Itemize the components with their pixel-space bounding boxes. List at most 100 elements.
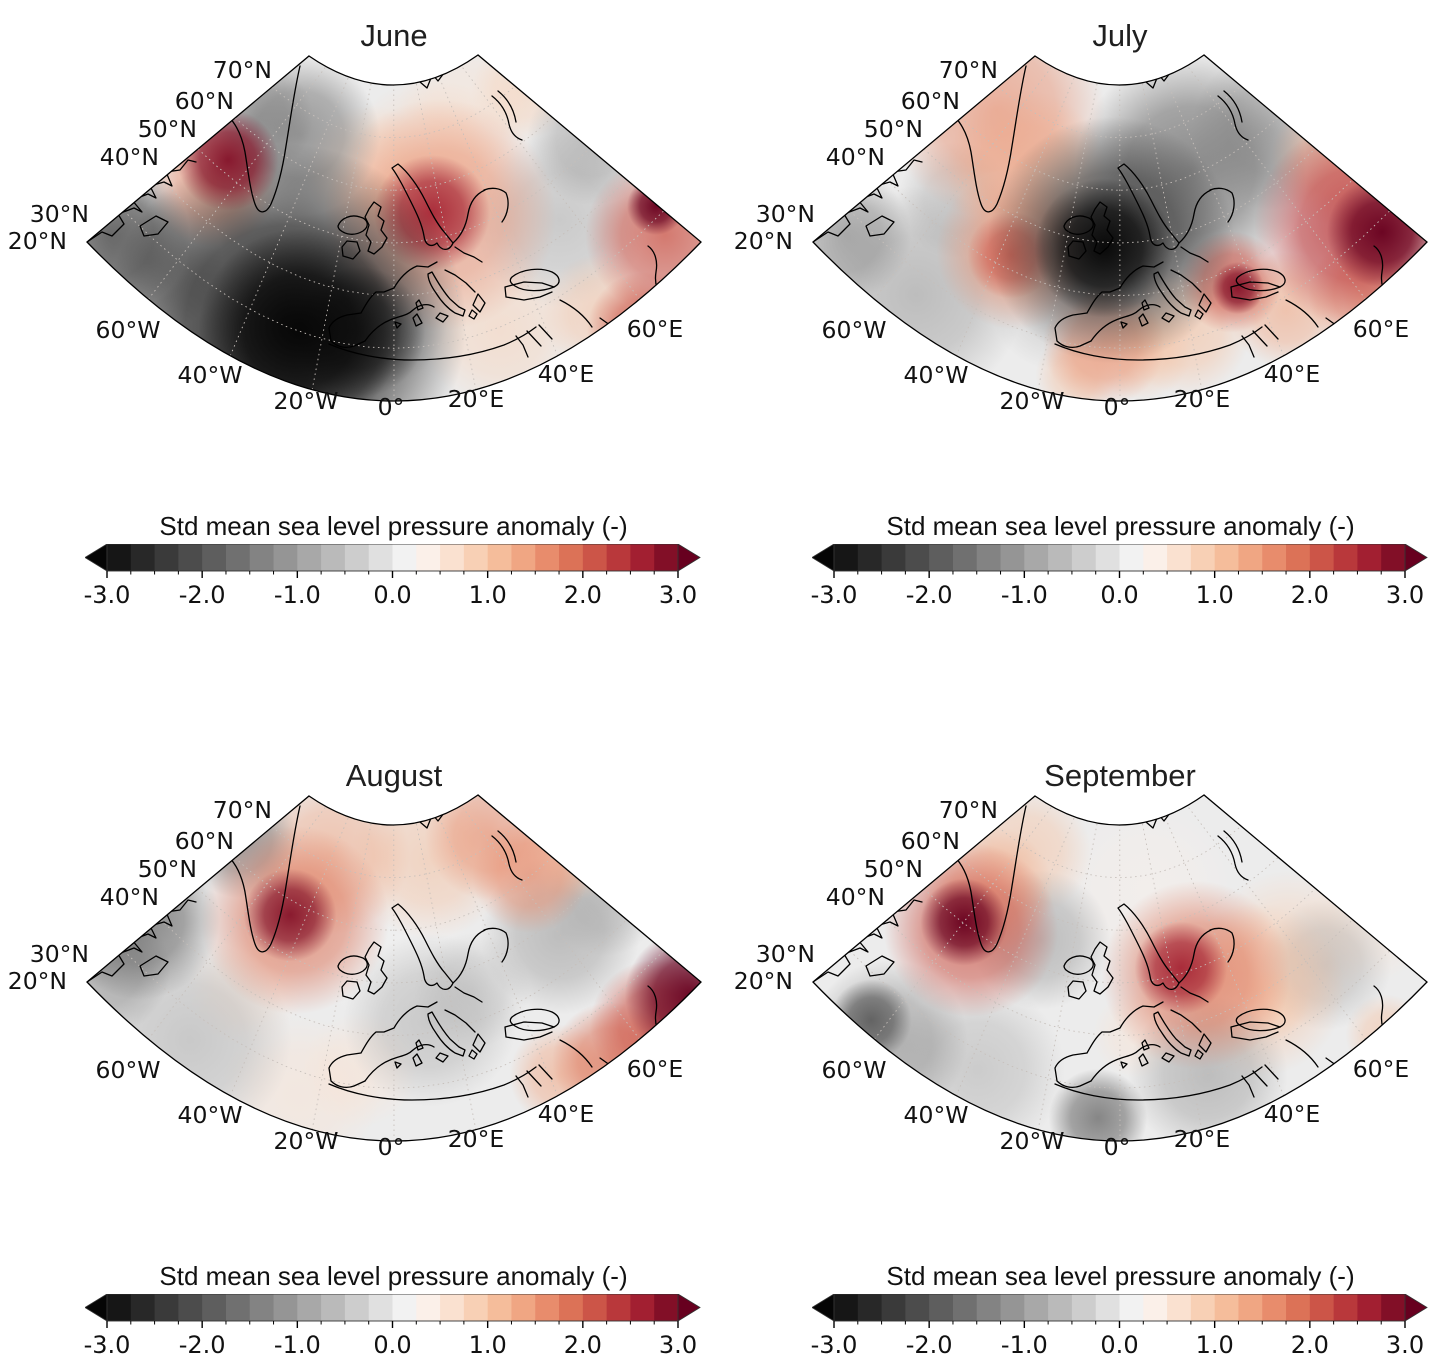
colorbar-segment (559, 1294, 583, 1321)
colorbar-segment (1286, 1294, 1310, 1321)
colorbar-segment (630, 1294, 654, 1321)
colorbar-tick-label: -2.0 (179, 581, 226, 609)
colorbar-tick-label: 3.0 (659, 581, 697, 609)
colorbar-segment (321, 1294, 345, 1321)
colorbar-segment (226, 544, 250, 571)
colorbar-segment (511, 544, 535, 571)
colorbar-segment (345, 544, 369, 571)
lon-label: 60°E (627, 315, 684, 343)
colorbar-segment (953, 1294, 977, 1321)
colorbar-segment (1072, 544, 1096, 571)
colorbar-segment (1191, 1294, 1215, 1321)
lat-label: 70°N (939, 796, 998, 824)
colorbar-segment (226, 1294, 250, 1321)
colorbar-tick-label: -3.0 (811, 1331, 858, 1359)
colorbar-segment (440, 1294, 464, 1321)
lon-label: 20°E (448, 1125, 505, 1153)
colorbar-extend-left (812, 544, 834, 571)
colorbar-segment (535, 1294, 559, 1321)
colorbar-segment (1238, 1294, 1262, 1321)
colorbar-tick-label: -1.0 (274, 1331, 321, 1359)
colorbar-segment (1310, 544, 1334, 571)
lon-label: 60°E (627, 1055, 684, 1083)
colorbar-segment (369, 1294, 393, 1321)
colorbar-segment (488, 1294, 512, 1321)
lat-label: 20°N (8, 967, 67, 995)
lon-label: 40°E (1264, 1100, 1321, 1128)
colorbar-segment (1238, 544, 1262, 571)
colorbar-segment (1167, 1294, 1191, 1321)
colorbar-segment (1001, 1294, 1025, 1321)
colorbar-segment (178, 1294, 202, 1321)
lat-label: 30°N (30, 940, 89, 968)
colorbar-segment (1215, 1294, 1239, 1321)
colorbar-segment (416, 1294, 440, 1321)
colorbar-segment (1357, 1294, 1381, 1321)
colorbar-segment (834, 1294, 858, 1321)
colorbar-scale (85, 544, 702, 580)
colorbar-tick-label: 1.0 (469, 1331, 507, 1359)
colorbar-segment (858, 544, 882, 571)
colorbar-segment (654, 1294, 678, 1321)
colorbar-tick-label: -2.0 (906, 1331, 953, 1359)
colorbar-june: Std mean sea level pressure anomaly (-) … (85, 505, 702, 620)
colorbar-segment (905, 544, 929, 571)
colorbar-segment (297, 544, 321, 571)
lat-label: 50°N (864, 855, 923, 883)
lon-label: 60°W (822, 1056, 887, 1084)
colorbar-segment (882, 1294, 906, 1321)
colorbar-extend-right (1405, 544, 1427, 571)
colorbar-segment (1262, 1294, 1286, 1321)
colorbar-tick-label: -1.0 (1001, 581, 1048, 609)
colorbar-segment (583, 1294, 607, 1321)
colorbar-segment (107, 1294, 131, 1321)
lat-label: 40°N (100, 143, 159, 171)
colorbar-segment (1001, 544, 1025, 571)
colorbar-tick-label: 1.0 (469, 581, 507, 609)
colorbar-segment (1143, 544, 1167, 571)
colorbar-tick-label: -1.0 (274, 581, 321, 609)
colorbar-segment (882, 544, 906, 571)
colorbar-segment (858, 1294, 882, 1321)
colorbar-segment (440, 544, 464, 571)
colorbar-tick-label: -2.0 (906, 581, 953, 609)
lat-label: 50°N (138, 855, 197, 883)
colorbar-extend-left (85, 1294, 107, 1321)
colorbar-segment (1167, 544, 1191, 571)
colorbar-segment (345, 1294, 369, 1321)
colorbar-segment (1334, 1294, 1358, 1321)
colorbar-segment (369, 544, 393, 571)
lon-label: 20°E (448, 385, 505, 413)
colorbar-segment (630, 544, 654, 571)
lon-label: 60°E (1353, 315, 1410, 343)
colorbar-segment (1381, 544, 1405, 571)
lon-label: 60°W (822, 316, 887, 344)
colorbar-segment (607, 544, 631, 571)
colorbar-segment (1143, 1294, 1167, 1321)
colorbar-tick-label: 3.0 (1386, 581, 1424, 609)
colorbar-segment (464, 1294, 488, 1321)
colorbar-segment (393, 1294, 417, 1321)
colorbar-segment (393, 544, 417, 571)
colorbar-segment (131, 544, 155, 571)
colorbar-tick-label: 3.0 (659, 1331, 697, 1359)
colorbar-segment (607, 1294, 631, 1321)
colorbar-august: Std mean sea level pressure anomaly (-) … (85, 1255, 702, 1370)
lon-label: 20°E (1174, 1125, 1231, 1153)
lon-label: 60°W (96, 316, 161, 344)
colorbar-title: Std mean sea level pressure anomaly (-) (159, 1261, 627, 1292)
lat-label: 30°N (756, 200, 815, 228)
colorbar-segment (250, 544, 274, 571)
lat-label: 70°N (213, 796, 272, 824)
lon-label: 40°W (178, 361, 243, 389)
colorbar-extend-left (812, 1294, 834, 1321)
colorbar-segment (977, 544, 1001, 571)
colorbar-segment (1024, 1294, 1048, 1321)
colorbar-segment (559, 544, 583, 571)
